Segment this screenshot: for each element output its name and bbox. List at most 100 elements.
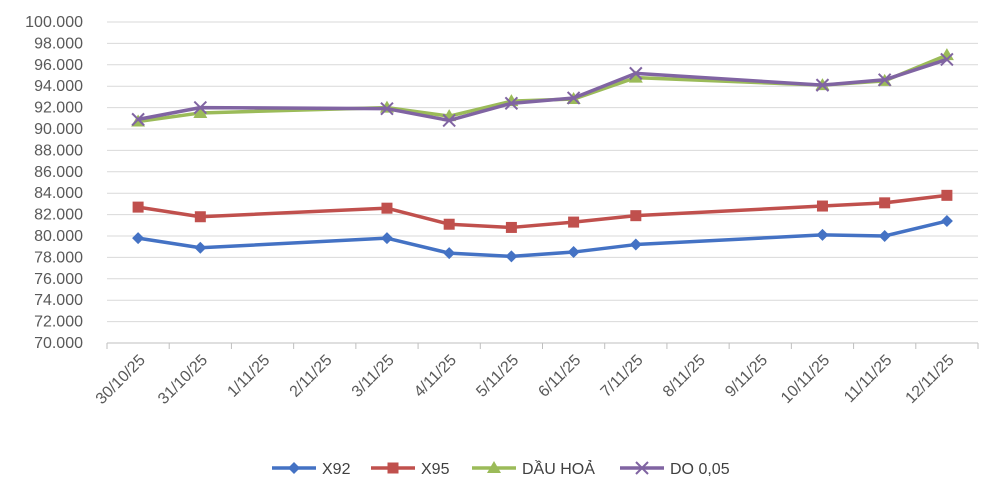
data-point <box>131 112 145 127</box>
data-point <box>380 101 394 116</box>
x-marker-stroke <box>940 52 954 67</box>
series-x95 <box>132 189 953 233</box>
data-point <box>877 73 892 87</box>
legend-marker <box>387 462 399 474</box>
x-tick-label: 1/11/25 <box>224 352 273 401</box>
data-point <box>940 52 954 67</box>
x-tick-label: 8/11/25 <box>660 352 709 401</box>
x-tick-label: 10/11/25 <box>778 352 833 407</box>
x-marker-stroke <box>131 112 145 127</box>
y-tick-label: 100.000 <box>25 14 83 31</box>
data-point <box>504 96 519 111</box>
legend-label: DẦU HOẢ <box>522 459 595 478</box>
data-point <box>193 100 208 115</box>
data-point <box>879 197 891 209</box>
series-line <box>137 219 948 259</box>
data-point <box>194 211 206 223</box>
x-axis <box>106 342 979 349</box>
data-point <box>630 210 642 222</box>
y-tick-label: 76.000 <box>34 271 83 288</box>
legend-label: DO 0,05 <box>670 461 730 478</box>
x-tick-label: 9/11/25 <box>722 352 771 401</box>
y-tick-label: 94.000 <box>34 78 83 95</box>
data-point <box>816 228 829 241</box>
y-tick-label: 96.000 <box>34 57 83 74</box>
y-tick-label: 80.000 <box>34 228 83 245</box>
x-marker-stroke <box>566 91 581 105</box>
legend-item: X92 <box>272 461 351 478</box>
x-marker-stroke <box>193 100 208 115</box>
data-point <box>442 113 456 128</box>
y-tick-label: 98.000 <box>34 35 83 52</box>
x-marker-stroke <box>504 96 519 111</box>
x-tick-label: 4/11/25 <box>411 352 460 401</box>
data-point <box>505 250 518 263</box>
x-tick-label: 30/10/25 <box>93 352 149 408</box>
x-tick-label: 3/11/25 <box>349 352 398 401</box>
x-marker-stroke <box>380 101 394 116</box>
series-line <box>137 57 948 123</box>
y-tick-label: 78.000 <box>34 249 83 266</box>
data-point <box>628 70 643 83</box>
data-point <box>194 241 207 254</box>
x-tick-label: 5/11/25 <box>473 352 522 401</box>
data-point <box>567 246 580 259</box>
y-tick-label: 72.000 <box>34 314 83 331</box>
series-x92 <box>132 215 953 263</box>
data-point <box>381 202 393 214</box>
series-line <box>137 193 948 230</box>
x-marker-stroke <box>877 73 892 87</box>
x-marker-stroke <box>442 113 456 128</box>
data-point <box>878 230 891 242</box>
y-tick-label: 70.000 <box>34 335 83 352</box>
data-point <box>132 201 144 213</box>
data-point <box>443 247 456 260</box>
data-point <box>568 216 580 228</box>
data-point <box>132 232 145 245</box>
y-tick-label: 86.000 <box>34 164 83 181</box>
y-tick-label: 74.000 <box>34 292 83 309</box>
legend-marker <box>288 462 300 474</box>
legend: X92 X95 DẦU HOẢ DO 0,05 <box>272 459 730 478</box>
y-tick-label: 92.000 <box>34 100 83 117</box>
data-point <box>815 78 830 92</box>
legend-item: X95 <box>371 461 450 478</box>
x-tick-label: 31/10/25 <box>155 352 211 408</box>
data-point <box>940 215 953 228</box>
x-tick-label: 6/11/25 <box>536 352 585 401</box>
series-d-u-ho <box>131 48 954 127</box>
x-tick-label: 2/11/25 <box>287 352 336 401</box>
x-tick-label: 12/11/25 <box>903 352 958 407</box>
legend-label: X92 <box>322 461 351 478</box>
data-point <box>816 200 828 212</box>
series-layer <box>131 48 954 263</box>
data-point <box>629 66 643 81</box>
data-point <box>566 91 581 105</box>
x-marker-stroke <box>629 66 643 81</box>
y-tick-label: 90.000 <box>34 121 83 138</box>
x-axis-ticks: 30/10/25 31/10/25 1/11/25 2/11/25 3/11/25 4/1… <box>93 352 958 408</box>
data-point <box>380 232 393 245</box>
x-marker-stroke <box>815 78 830 92</box>
y-axis-ticks: 70.000 72.000 74.000 76.000 78.000 80.000 82.0… <box>25 14 83 352</box>
x-tick-label: 7/11/25 <box>598 352 647 401</box>
data-point <box>629 238 642 251</box>
x-marker-stroke <box>635 461 649 475</box>
legend-item: DẦU HOẢ <box>472 459 595 478</box>
legend-item: DO 0,05 <box>620 461 730 478</box>
data-point <box>193 105 208 118</box>
legend-marker <box>487 461 501 473</box>
data-point <box>941 189 953 201</box>
gridlines <box>107 21 978 344</box>
data-point <box>505 221 517 233</box>
y-tick-label: 84.000 <box>34 185 83 202</box>
x-tick-label: 11/11/25 <box>841 352 895 406</box>
series-do-0-05 <box>131 52 954 128</box>
y-tick-label: 82.000 <box>34 207 83 224</box>
legend-label: X95 <box>421 461 450 478</box>
legend-marker <box>635 461 649 475</box>
y-tick-label: 88.000 <box>34 142 83 159</box>
data-point <box>443 218 455 230</box>
